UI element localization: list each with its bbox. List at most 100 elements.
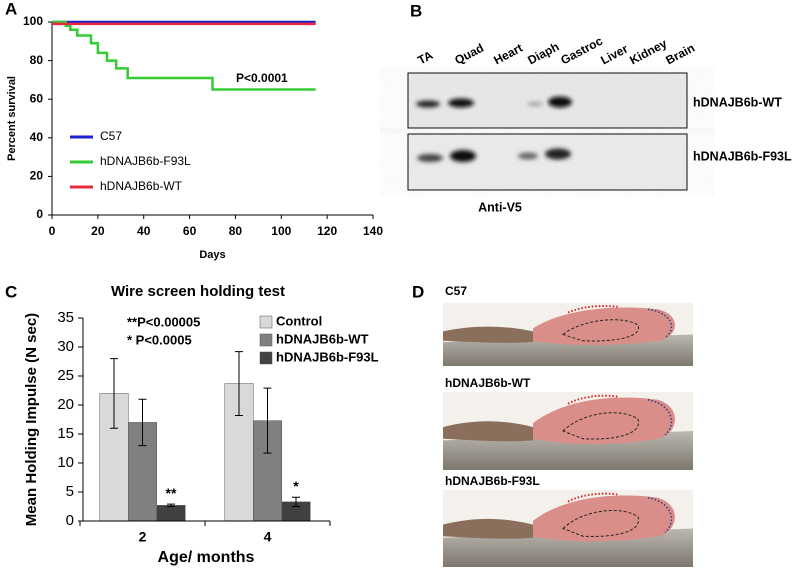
lane-label: Diaph [525, 39, 561, 67]
legend-label: C57 [100, 129, 122, 143]
y-axis-label: Percent survival [6, 76, 18, 161]
lane-label: Gastroc [558, 34, 605, 68]
y-tick-label: 35 [57, 309, 74, 326]
legend-swatch [259, 333, 273, 347]
y-tick-label: 100 [23, 14, 43, 28]
y-tick-label: 40 [30, 130, 44, 144]
lane-label: Kidney [627, 36, 669, 67]
x-tick-label: 140 [363, 224, 383, 238]
leg [443, 326, 533, 343]
y-tick-label: 25 [57, 367, 74, 384]
y-tick-label: 0 [66, 512, 74, 529]
photo-panel: C57 hDNAJB6b-WT hDNAJB6b-F93L [443, 284, 693, 567]
legend-label: hDNAJB6b-WT [100, 179, 183, 193]
annotation: **P<0.00005 [127, 314, 200, 329]
y-tick-label: 20 [57, 396, 74, 413]
muscle [533, 307, 675, 346]
y-tick-label: 60 [30, 91, 44, 105]
annotation: * P<0.0005 [127, 332, 192, 347]
legend-swatch [259, 315, 273, 329]
western-blot: TA Quad Heart DiaphGastrocLiverKidneyBrain … [407, 34, 792, 214]
leg [443, 421, 533, 442]
chart-title: Wire screen holding test [111, 283, 285, 300]
outline [567, 394, 619, 405]
error-bar [292, 496, 300, 507]
x-tick-label: 0 [49, 224, 56, 238]
legend-label: hDNAJB6b-F93L [276, 349, 379, 364]
error-bar [235, 351, 243, 416]
y-tick-label: 0 [36, 207, 43, 221]
band [416, 100, 440, 108]
bar [156, 505, 186, 522]
leg [443, 518, 533, 539]
outline [561, 319, 639, 342]
blot-bands [416, 96, 572, 162]
blot-texture [408, 73, 687, 128]
antibody-label: Anti-V5 [478, 200, 522, 214]
blot-texture [408, 134, 687, 190]
muscle [533, 397, 675, 445]
lane-label: Heart [491, 41, 525, 68]
y-tick-label: 15 [57, 425, 74, 442]
x-tick-label: 60 [183, 224, 197, 238]
outline [562, 509, 639, 537]
outline [567, 304, 619, 314]
y-axis-label: Mean Holding Impulse (N sec) [23, 313, 40, 526]
error-bar [263, 387, 272, 454]
photo [443, 490, 693, 567]
photo-label: C57 [445, 284, 467, 298]
band [548, 96, 572, 108]
significance-label: * [293, 478, 299, 494]
photo-label: hDNAJB6b-WT [445, 376, 531, 390]
outline [562, 412, 639, 440]
band [545, 148, 571, 160]
legend-label: hDNAJB6b-F93L [100, 154, 191, 168]
y-tick-label: 5 [66, 483, 74, 500]
legend-label: Control [276, 313, 322, 328]
y-tick-label: 80 [30, 53, 44, 67]
panel-label: A [5, 0, 17, 18]
band [527, 101, 543, 107]
row-label: hDNAJB6b-F93L [693, 149, 792, 163]
lane-label: TA [415, 48, 435, 68]
muscle [533, 495, 675, 542]
outline [647, 308, 673, 339]
photo-label: hDNAJB6b-F93L [445, 474, 540, 488]
outline [647, 399, 673, 436]
x-tick-label: 120 [317, 224, 337, 238]
photo [443, 303, 693, 366]
x-tick-label: 4 [264, 529, 272, 545]
x-tick-label: 40 [137, 224, 151, 238]
lane-label: Brain [663, 41, 697, 68]
x-tick-label: 80 [229, 224, 243, 238]
y-tick-label: 10 [57, 454, 74, 471]
photos [443, 303, 693, 567]
band [450, 150, 476, 162]
x-tick-label: 20 [91, 224, 105, 238]
error-bar [138, 398, 147, 447]
row-label: hDNAJB6b-WT [693, 95, 782, 109]
error-bar [167, 503, 175, 507]
band [417, 154, 443, 162]
significance-label: ** [166, 485, 177, 501]
outline [567, 492, 619, 503]
annotation: P<0.0001 [236, 71, 288, 85]
legend-label: hDNAJB6b-WT [276, 331, 368, 346]
error-bar [110, 358, 118, 429]
lane-label: Quad [452, 41, 486, 68]
panel-label: B [410, 1, 422, 20]
band [518, 152, 538, 160]
survival-line [52, 20, 316, 91]
y-tick-label: 30 [57, 338, 74, 355]
band [448, 98, 474, 108]
y-tick-label: 20 [30, 169, 44, 183]
x-tick-label: 2 [139, 529, 147, 545]
legend-swatch [259, 351, 273, 365]
photo [443, 392, 693, 470]
x-axis-label: Days [199, 249, 225, 261]
x-axis-label: Age/ months [158, 549, 255, 566]
x-tick-label: 100 [271, 224, 291, 238]
panel-label: C [5, 282, 17, 301]
